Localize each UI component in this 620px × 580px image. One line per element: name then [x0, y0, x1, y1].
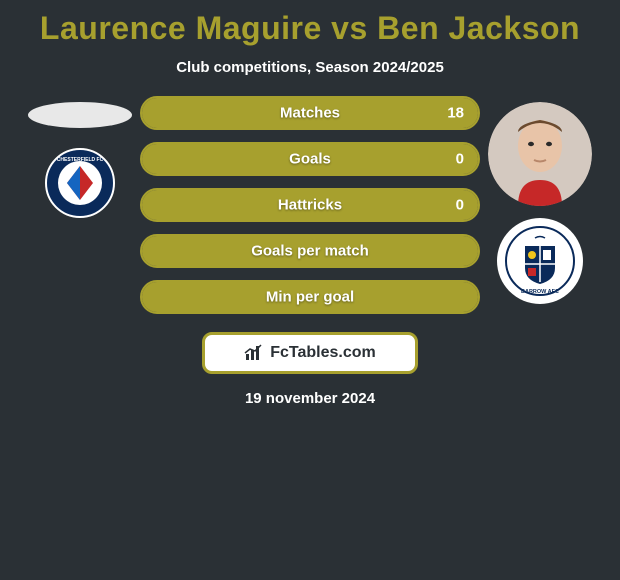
stat-bar-label: Goals per match — [142, 243, 478, 260]
stat-bar-label: Matches — [142, 105, 478, 122]
brand-text: FcTables.com — [270, 344, 376, 362]
stat-bar: Goals per match — [140, 234, 480, 268]
player-face-icon — [488, 102, 592, 206]
comparison-infographic: Laurence Maguire vs Ben Jackson Club com… — [0, 0, 620, 580]
club-badge-right: BARROW AFC — [497, 218, 583, 304]
player-avatar-left — [28, 102, 132, 128]
page-subtitle: Club competitions, Season 2024/2025 — [176, 59, 444, 76]
stat-bar: Goals0 — [140, 142, 480, 176]
svg-text:BARROW AFC: BARROW AFC — [521, 289, 559, 295]
stat-bar: Min per goal — [140, 280, 480, 314]
stat-bar-value-right: 0 — [456, 151, 464, 168]
brand-badge: FcTables.com — [202, 332, 418, 374]
content-row: CHESTERFIELD FC Matches18Goals0Hattricks… — [0, 96, 620, 314]
stat-bar-label: Goals — [142, 151, 478, 168]
club-badge-left: CHESTERFIELD FC — [37, 140, 123, 226]
barrow-badge-icon: BARROW AFC — [505, 226, 575, 296]
stat-bar-label: Hattricks — [142, 197, 478, 214]
stat-bar-value-right: 0 — [456, 197, 464, 214]
chesterfield-badge-icon: CHESTERFIELD FC — [45, 148, 115, 218]
stat-bars: Matches18Goals0Hattricks0Goals per match… — [140, 96, 480, 314]
left-column: CHESTERFIELD FC — [20, 96, 140, 226]
stat-bar: Matches18 — [140, 96, 480, 130]
page-title: Laurence Maguire vs Ben Jackson — [40, 10, 580, 47]
date-line: 19 november 2024 — [245, 390, 375, 407]
stat-bar: Hattricks0 — [140, 188, 480, 222]
chart-icon — [244, 344, 264, 362]
svg-text:CHESTERFIELD FC: CHESTERFIELD FC — [57, 157, 104, 163]
player-avatar-right — [488, 102, 592, 206]
right-column: BARROW AFC — [480, 96, 600, 304]
stat-bar-value-right: 18 — [447, 105, 464, 122]
stat-bar-label: Min per goal — [142, 289, 478, 306]
